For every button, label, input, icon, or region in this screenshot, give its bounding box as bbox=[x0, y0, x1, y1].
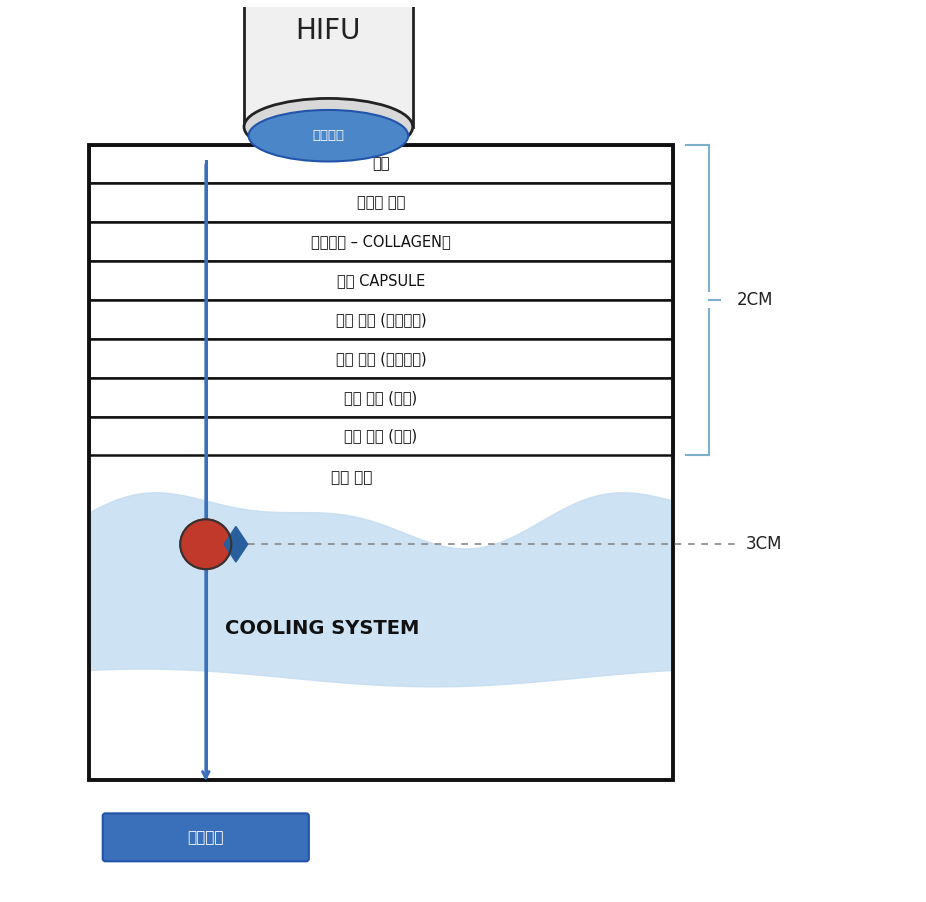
Text: COOLING SYSTEM: COOLING SYSTEM bbox=[225, 619, 419, 638]
Text: 자궁 CAPSULE: 자궁 CAPSULE bbox=[337, 273, 425, 288]
Bar bbox=[89, 262, 673, 300]
Bar bbox=[89, 144, 673, 779]
Circle shape bbox=[181, 520, 232, 569]
FancyBboxPatch shape bbox=[103, 814, 309, 861]
Text: 2CM: 2CM bbox=[737, 291, 773, 309]
Text: 자궁 근육 (가까운쪽): 자궁 근육 (가까운쪽) bbox=[335, 312, 426, 327]
Text: 간질조직 – COLLAGEN등: 간질조직 – COLLAGEN등 bbox=[311, 235, 451, 249]
Text: 점막하 근육: 점막하 근육 bbox=[357, 196, 405, 210]
Text: 자궁 내막 (가까운쪽): 자궁 내막 (가까운쪽) bbox=[335, 351, 426, 366]
Bar bbox=[89, 144, 673, 183]
Text: 3CM: 3CM bbox=[745, 535, 782, 553]
Text: 자궁 내막 (먼쪽): 자궁 내막 (먼쪽) bbox=[344, 390, 418, 405]
Text: 점막: 점막 bbox=[372, 157, 390, 171]
Text: 자궁 근육 (먼쪽): 자궁 근육 (먼쪽) bbox=[344, 428, 418, 444]
Text: 온도센서: 온도센서 bbox=[188, 830, 224, 845]
Ellipse shape bbox=[244, 98, 413, 155]
Text: 자궁 근종: 자궁 근종 bbox=[331, 470, 372, 485]
Bar bbox=[89, 339, 673, 378]
Polygon shape bbox=[244, 0, 413, 127]
Bar bbox=[89, 378, 673, 417]
Text: HIFU: HIFU bbox=[295, 17, 361, 45]
Polygon shape bbox=[224, 527, 248, 562]
Bar bbox=[89, 222, 673, 262]
Bar bbox=[89, 456, 673, 779]
Bar bbox=[89, 183, 673, 222]
Bar bbox=[244, 0, 413, 127]
Ellipse shape bbox=[248, 110, 408, 161]
Bar bbox=[89, 300, 673, 339]
Text: 물주머니: 물주머니 bbox=[312, 129, 344, 143]
Bar bbox=[89, 417, 673, 456]
